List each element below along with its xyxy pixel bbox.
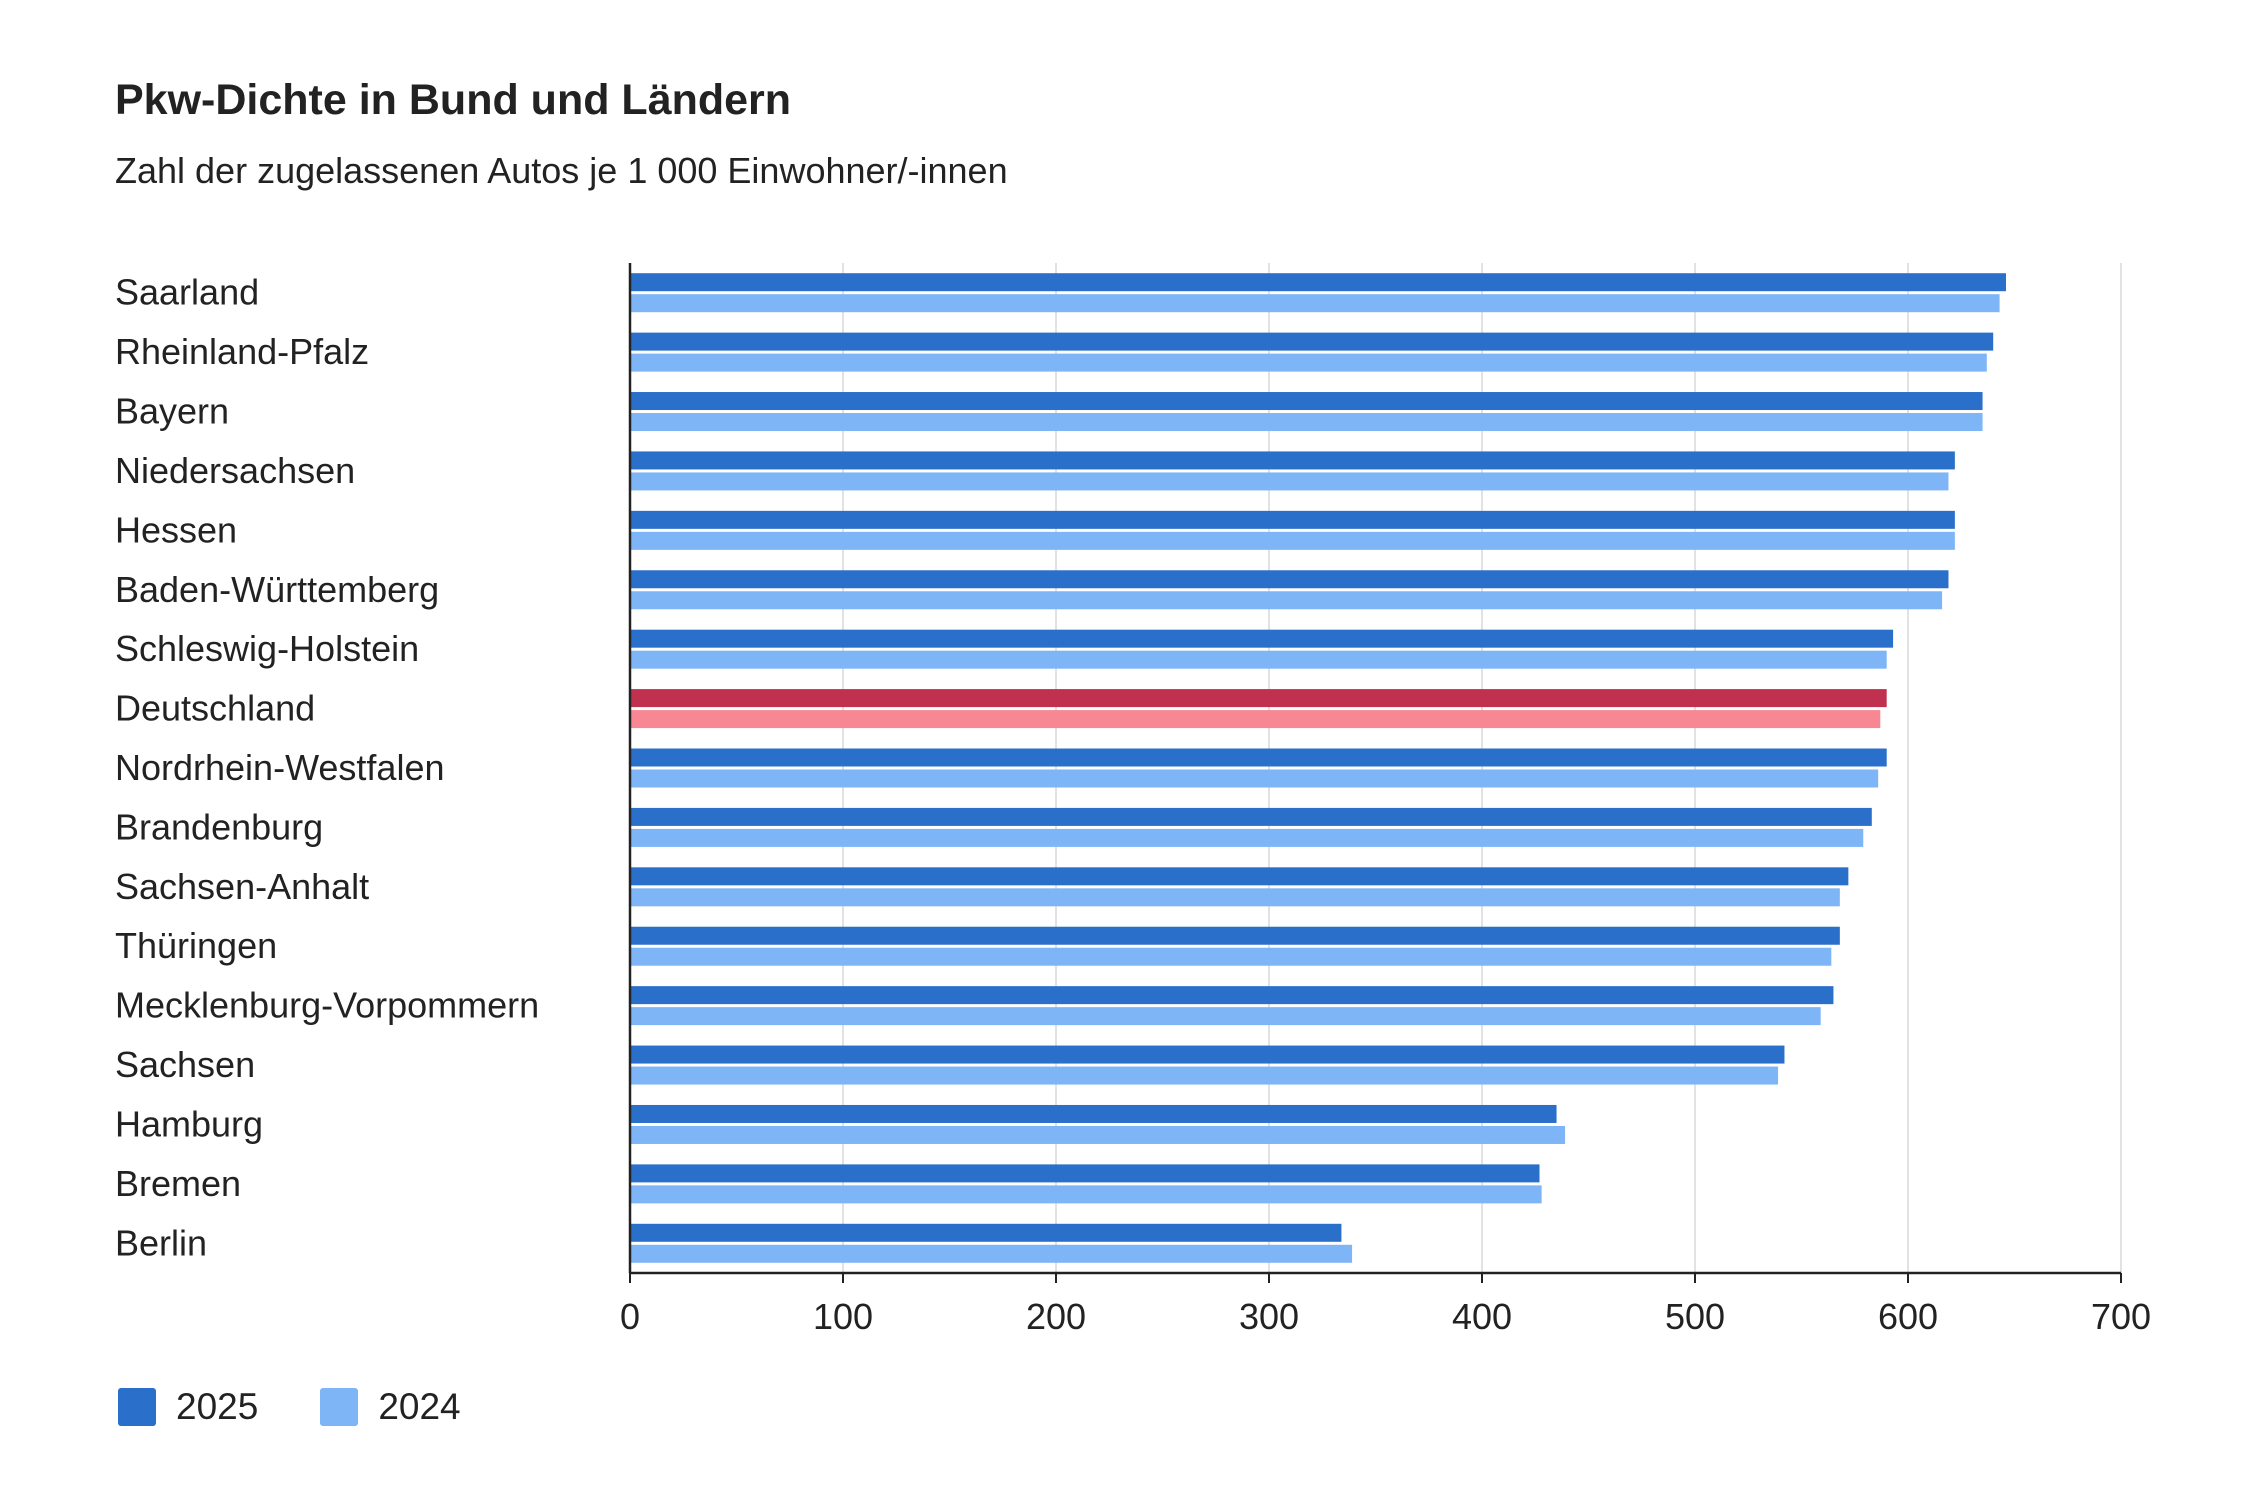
bar-2025-saarland[interactable] [630, 273, 2006, 292]
bar-2024-berlin[interactable] [630, 1244, 1353, 1263]
bar-2025-hessen[interactable] [630, 510, 1955, 529]
category-labels: Saarland Rheinland-Pfalz Bayern Niedersachs… [115, 272, 539, 1264]
axes: 0 100 200 300 400 500 600 700 [620, 263, 2151, 1337]
category-label: Schleswig-Holstein [115, 628, 419, 669]
chart-title: Pkw-Dichte in Bund und Ländern [115, 76, 792, 124]
category-label: Baden-Württemberg [115, 569, 439, 610]
category-label: Saarland [115, 272, 259, 313]
x-tick-label-200: 200 [1026, 1296, 1086, 1337]
legend: 2025 2024 [118, 1386, 523, 1428]
bar-2025-berlin[interactable] [630, 1223, 1342, 1242]
bar-2025-schleswig-holstein[interactable] [630, 629, 1894, 648]
category-label: Sachsen [115, 1044, 255, 1085]
legend-item-2025[interactable]: 2025 [118, 1386, 258, 1428]
bar-2025-mecklenburg-vorpommern[interactable] [630, 986, 1834, 1005]
bar-2025-thüringen[interactable] [630, 926, 1840, 945]
category-label: Hessen [115, 509, 237, 550]
bar-2025-deutschland[interactable] [630, 689, 1887, 708]
chart-subtitle: Zahl der zugelassenen Autos je 1 000 Ein… [115, 150, 1008, 191]
bar-2025-rheinland-pfalz[interactable] [630, 332, 1994, 351]
x-tick-label-0: 0 [620, 1296, 640, 1337]
bar-2024-hessen[interactable] [630, 531, 1955, 550]
bar-2024-hamburg[interactable] [630, 1125, 1566, 1144]
bar-2025-bayern[interactable] [630, 392, 1983, 411]
x-tick-label-400: 400 [1452, 1296, 1512, 1337]
category-label: Bremen [115, 1163, 241, 1204]
bar-2025-hamburg[interactable] [630, 1104, 1557, 1123]
category-label: Brandenburg [115, 806, 323, 847]
bar-2024-baden-württemberg[interactable] [630, 591, 1943, 610]
bar-2024-brandenburg[interactable] [630, 828, 1864, 847]
bar-2024-mecklenburg-vorpommern[interactable] [630, 1007, 1821, 1026]
bar-2025-baden-württemberg[interactable] [630, 570, 1949, 589]
category-label: Berlin [115, 1222, 207, 1263]
category-label: Mecklenburg-Vorpommern [115, 985, 539, 1026]
bar-2025-nordrhein-westfalen[interactable] [630, 748, 1887, 767]
bar-2024-saarland[interactable] [630, 294, 2000, 313]
bar-2024-schleswig-holstein[interactable] [630, 650, 1887, 669]
bar-2024-rheinland-pfalz[interactable] [630, 353, 1987, 372]
category-label: Rheinland-Pfalz [115, 331, 369, 372]
legend-item-2024[interactable]: 2024 [320, 1386, 461, 1428]
category-label: Hamburg [115, 1103, 263, 1144]
bar-2024-sachsen-anhalt[interactable] [630, 888, 1840, 907]
bar-2024-deutschland[interactable] [630, 710, 1881, 729]
legend-label-2025: 2025 [176, 1386, 259, 1427]
category-label: Nordrhein-Westfalen [115, 747, 444, 788]
bar-2025-sachsen-anhalt[interactable] [630, 867, 1849, 886]
bars [630, 273, 2006, 1263]
category-label: Thüringen [115, 925, 277, 966]
gridlines [842, 263, 2122, 1273]
legend-label-2024: 2024 [378, 1386, 461, 1427]
legend-swatch-2025 [118, 1388, 156, 1426]
x-tick-label-100: 100 [813, 1296, 873, 1337]
bar-2024-sachsen[interactable] [630, 1066, 1779, 1085]
bar-2024-thüringen[interactable] [630, 947, 1832, 966]
x-tick-label-600: 600 [1878, 1296, 1938, 1337]
x-tick-label-300: 300 [1239, 1296, 1299, 1337]
category-label: Deutschland [115, 688, 315, 729]
legend-swatch-2024 [320, 1388, 359, 1426]
x-tick-label-700: 700 [2091, 1296, 2151, 1337]
bar-2024-bremen[interactable] [630, 1185, 1542, 1204]
bar-2024-bayern[interactable] [630, 413, 1983, 432]
bar-2025-sachsen[interactable] [630, 1045, 1785, 1064]
x-tick-label-500: 500 [1665, 1296, 1725, 1337]
category-label: Bayern [115, 391, 229, 432]
bar-2025-niedersachsen[interactable] [630, 451, 1955, 470]
bar-2025-bremen[interactable] [630, 1164, 1540, 1183]
bar-2025-brandenburg[interactable] [630, 807, 1872, 826]
category-label: Sachsen-Anhalt [115, 866, 369, 907]
bar-2024-niedersachsen[interactable] [630, 472, 1949, 491]
category-label: Niedersachsen [115, 450, 355, 491]
bar-2024-nordrhein-westfalen[interactable] [630, 769, 1879, 788]
